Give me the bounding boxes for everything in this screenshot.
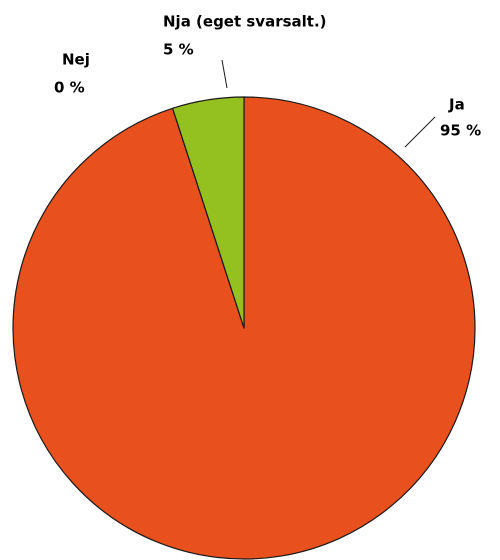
leader-line [404,116,436,148]
slice-label: Nja (eget svarsalt.) [163,13,327,31]
pie-slice [172,96,245,329]
leader-line [221,59,228,89]
slice-value-label: 95 % [440,122,481,140]
slice-value-label: 0 % [54,79,85,97]
slice-label: Ja [448,96,465,114]
slice-label: Nej [62,51,90,69]
slice-value-label: 5 % [163,41,194,59]
